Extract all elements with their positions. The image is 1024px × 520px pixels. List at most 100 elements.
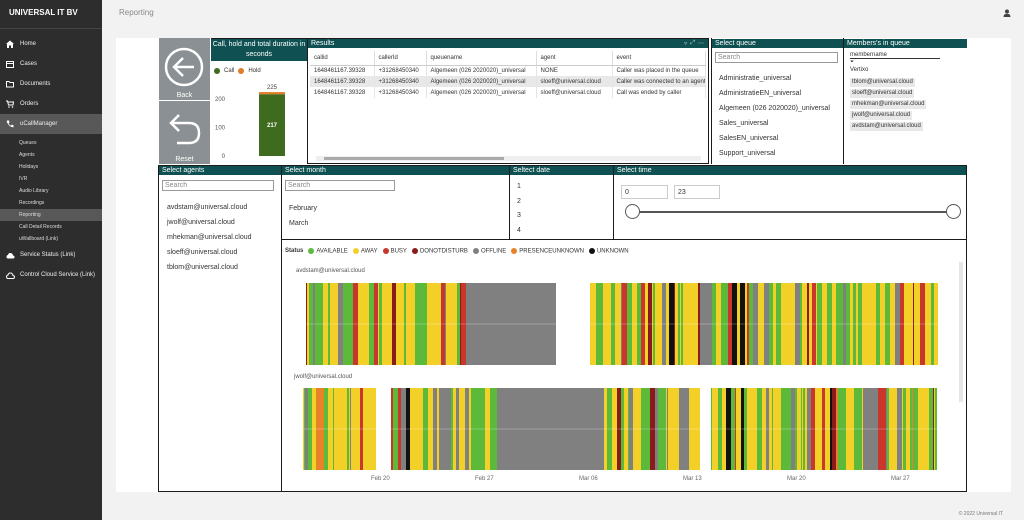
sidebar-item-documents[interactable]: Documents — [0, 74, 102, 94]
queue-item[interactable]: AdministratieEN_universal — [719, 90, 802, 97]
sidebar-item-cases[interactable]: Cases — [0, 54, 102, 74]
member-item[interactable]: mhekman@universal.cloud — [850, 100, 927, 109]
queue-search-input[interactable]: Search — [715, 52, 838, 63]
status-segment — [781, 283, 786, 365]
time-slider-start-handle[interactable] — [625, 204, 640, 219]
agent-item[interactable]: mhekman@universal.cloud — [167, 234, 252, 241]
status-segment — [675, 388, 679, 470]
sidebar-subitem-holidays[interactable]: Holidays — [19, 164, 39, 170]
column-header[interactable]: callid — [310, 51, 375, 66]
date-item[interactable]: 1 — [517, 183, 521, 190]
sidebar-subitem-ivr[interactable]: IVR — [19, 176, 28, 182]
back-button[interactable]: Back — [159, 38, 210, 100]
filter-icon[interactable]: ▿ — [684, 41, 688, 47]
status-segment — [895, 388, 897, 470]
status-segment — [910, 388, 912, 470]
results-horizontal-scrollbar[interactable] — [316, 156, 701, 161]
month-search-input[interactable]: Search — [285, 180, 395, 191]
member-item[interactable]: avdstam@universal.cloud — [850, 122, 923, 131]
queue-item[interactable]: SalesEN_universal — [719, 135, 779, 142]
status-segment — [684, 388, 689, 470]
date-item[interactable]: 4 — [517, 226, 521, 234]
expand-icon[interactable]: ⤢ — [690, 40, 695, 46]
sidebar-subitem-call-detail-records[interactable]: Call Detail Records — [19, 224, 62, 230]
column-header[interactable]: event — [612, 51, 706, 66]
member-item[interactable]: Vertixo — [850, 67, 869, 73]
agent-item[interactable]: jwolf@universal.cloud — [167, 219, 235, 226]
status-segment — [732, 283, 737, 365]
sidebar-subitem-agents[interactable]: Agents — [19, 152, 35, 158]
agent-item[interactable]: avdstam@universal.cloud — [167, 204, 248, 211]
x-tick-label: Mar 13 — [683, 476, 702, 482]
status-segment — [307, 283, 309, 365]
queue-item[interactable]: Support_universal — [719, 150, 776, 157]
status-segment — [641, 283, 645, 365]
hold-legend-dot — [238, 68, 245, 74]
sidebar-item-control-cloud[interactable]: Control Cloud Service (Link) — [0, 265, 102, 285]
sidebar-subitem-reporting[interactable]: Reporting — [0, 209, 102, 221]
status-legend-item: DONOTDISTURB — [411, 248, 468, 255]
status-segment — [460, 283, 461, 365]
status-segment — [668, 283, 669, 365]
status-color-dot — [472, 248, 479, 254]
queue-item[interactable]: Algemeen (026 2020020)_universal — [719, 105, 830, 112]
table-row[interactable]: 1648461167.39328 +31268450340 Algemeen (02… — [310, 65, 706, 76]
sidebar-subitem-uwallboard[interactable]: uWallboard (Link) — [19, 236, 58, 242]
sidebar-subitem-audio-library[interactable]: Audio Library — [19, 188, 49, 194]
scrollbar-thumb[interactable] — [324, 157, 504, 160]
month-item[interactable]: February — [289, 205, 318, 212]
status-segment — [716, 283, 718, 365]
status-segment — [471, 283, 475, 365]
results-panel: Results ▿ ⤢ ⋯ callid callerId queuename age… — [308, 38, 709, 164]
membername-column-header[interactable]: membername — [850, 52, 940, 59]
reset-button[interactable]: Reset — [159, 101, 210, 164]
sidebar-item-home[interactable]: Home — [0, 34, 102, 54]
column-header[interactable]: queuename — [426, 51, 537, 66]
time-slider-track[interactable] — [632, 211, 954, 213]
queue-item[interactable]: Administratie_universal — [719, 75, 792, 82]
time-slider-end-handle[interactable] — [946, 204, 961, 219]
sidebar-item-ucallmanager[interactable]: uCallManager — [0, 114, 102, 134]
agents-search-input[interactable]: Search — [162, 180, 274, 191]
status-segment — [683, 283, 686, 365]
sort-arrow-icon[interactable]: ⏷ — [850, 59, 855, 65]
status-legend-item: AWAY — [352, 248, 378, 255]
status-segment — [681, 283, 683, 365]
sidebar-item-label: Documents — [20, 81, 51, 87]
status-segment — [503, 283, 504, 365]
status-segment — [862, 283, 867, 365]
date-item[interactable]: 2 — [517, 197, 521, 205]
table-row[interactable]: 1648461167.39328 +31268450340 Algemeen (02… — [310, 76, 706, 87]
status-segment — [476, 283, 477, 365]
status-segment — [935, 283, 938, 365]
sidebar-subitem-recordings[interactable]: Recordings — [19, 200, 45, 206]
status-segment — [923, 388, 926, 470]
month-item[interactable]: March — [289, 220, 309, 227]
timeline-vertical-scrollbar[interactable] — [959, 262, 963, 402]
sidebar-item-service-status[interactable]: Service Status (Link) — [0, 245, 102, 265]
agent-item[interactable]: tblom@universal.cloud — [167, 264, 238, 271]
status-segment — [773, 283, 776, 365]
status-segment — [442, 388, 446, 470]
status-segment — [328, 388, 333, 470]
sidebar-subitem-queues[interactable]: Queues — [19, 140, 37, 146]
time-to-input[interactable]: 23 — [674, 185, 720, 199]
status-segment — [531, 283, 536, 365]
member-item[interactable]: jwolf@universal.cloud — [850, 111, 913, 120]
table-row[interactable]: 1648461167.39328 +31268450340 Algemeen (02… — [310, 87, 706, 98]
column-header[interactable]: callerId — [374, 51, 427, 66]
status-segment — [914, 283, 919, 365]
time-from-input[interactable]: 0 — [621, 185, 668, 199]
agent-item[interactable]: sloeff@universal.cloud — [167, 249, 238, 256]
member-item[interactable]: tblom@universal.cloud — [850, 78, 915, 87]
status-segment — [741, 388, 744, 470]
sidebar-item-orders[interactable]: Orders — [0, 94, 102, 114]
queue-item[interactable]: Sales_universal — [719, 120, 769, 127]
more-options-icon[interactable]: ⋯ — [698, 41, 704, 47]
user-icon[interactable] — [1003, 9, 1011, 17]
date-item[interactable]: 3 — [517, 212, 521, 219]
column-header[interactable]: agent — [536, 51, 613, 66]
member-item[interactable]: sloeff@universal.cloud — [850, 89, 915, 98]
status-segment — [679, 388, 683, 470]
status-segment — [933, 388, 934, 470]
